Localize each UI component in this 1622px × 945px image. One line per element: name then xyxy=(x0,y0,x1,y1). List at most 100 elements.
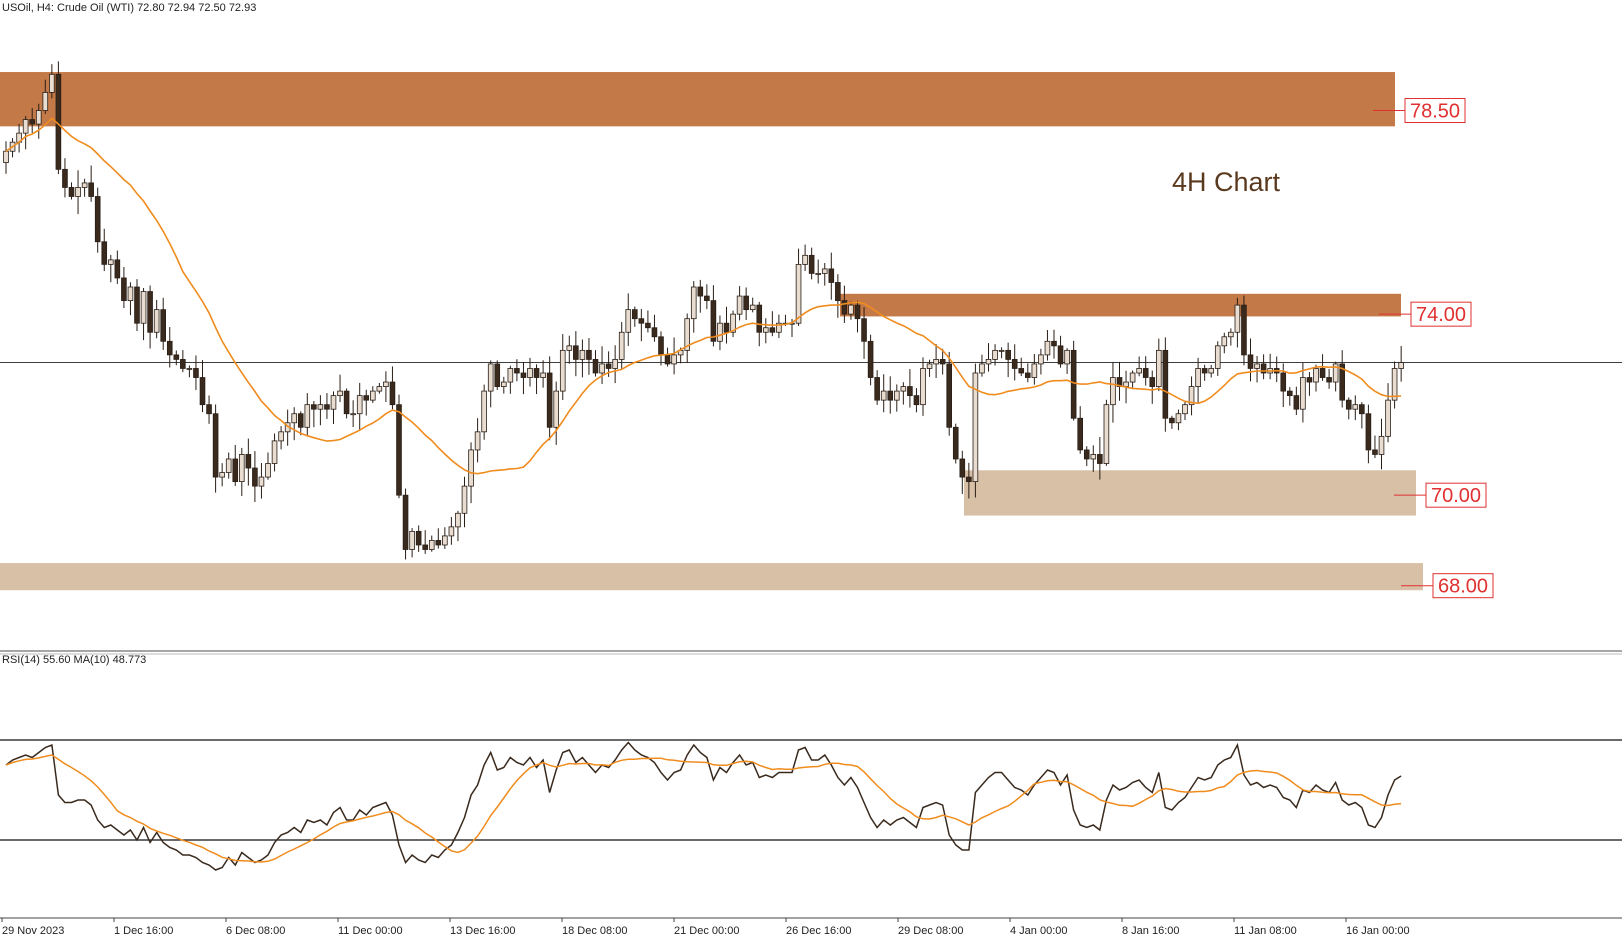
candle-bear xyxy=(887,390,894,401)
candle-bear xyxy=(68,187,75,197)
rsi-label: RSI(14) 55.60 MA(10) 48.773 xyxy=(2,654,146,666)
candle-bull xyxy=(776,322,782,333)
candle-bull xyxy=(795,263,802,324)
level-box-70-00 xyxy=(1425,482,1487,508)
chart-title: 4H Chart xyxy=(1172,167,1281,197)
candle-bull xyxy=(1064,349,1070,365)
candle-bull xyxy=(487,363,494,392)
candle-bull xyxy=(1208,368,1215,374)
candle-bear xyxy=(494,363,501,387)
candle-bear xyxy=(166,340,173,356)
candle-bull xyxy=(409,530,415,550)
candle-bear xyxy=(1293,395,1300,410)
candle-bear xyxy=(913,395,920,406)
candle-bear xyxy=(1326,377,1332,383)
x-tick-label: 21 Dec 00:00 xyxy=(674,925,739,937)
candle-bull xyxy=(736,295,743,315)
candle-bull xyxy=(35,110,42,125)
candle-bear xyxy=(1345,399,1352,410)
candle-bear xyxy=(1359,404,1365,415)
candle-bull xyxy=(1156,349,1162,387)
candle-bear xyxy=(435,540,442,546)
candle-bull xyxy=(42,92,49,111)
candle-bull xyxy=(442,535,448,546)
zone-70-00 xyxy=(964,470,1416,516)
candle-bear xyxy=(147,291,153,333)
candle-bear xyxy=(180,359,186,369)
candle-bear xyxy=(808,254,815,274)
candle-bull xyxy=(317,404,324,410)
candle-bear xyxy=(160,309,167,342)
candle-bull xyxy=(979,363,985,374)
candle-bull xyxy=(337,390,343,397)
candle-bear xyxy=(939,359,946,365)
candle-bear xyxy=(1018,368,1025,374)
candle-bull xyxy=(278,431,284,442)
candle-bull xyxy=(127,286,134,301)
candle-bear xyxy=(632,309,638,320)
candle-bear xyxy=(645,322,651,329)
candle-bear xyxy=(867,340,874,378)
level-box-74-00 xyxy=(1410,301,1472,327)
candle-bull xyxy=(219,472,225,478)
candle-bull xyxy=(304,404,311,428)
candle-bear xyxy=(1260,363,1267,374)
candle-bull xyxy=(468,449,474,487)
candle-bear xyxy=(946,363,952,428)
candle-bull xyxy=(1136,368,1142,374)
candle-bear xyxy=(1025,372,1031,378)
rsi-line xyxy=(5,741,1402,871)
candle-bull xyxy=(540,372,546,378)
candle-bear xyxy=(206,404,212,415)
candle-bull xyxy=(1221,336,1228,347)
candle-bear xyxy=(959,458,966,478)
candle-bear xyxy=(193,368,199,378)
candle-bull xyxy=(1188,386,1195,406)
candle-bull xyxy=(730,313,736,333)
candle-bull xyxy=(461,485,468,514)
candle-bear xyxy=(1149,377,1156,387)
candle-bull xyxy=(763,327,769,333)
x-tick-label: 4 Jan 00:00 xyxy=(1010,925,1068,937)
candle-bear xyxy=(638,318,645,324)
candle-bull xyxy=(880,390,887,401)
x-tick-label: 6 Dec 08:00 xyxy=(226,925,285,937)
candle-bull xyxy=(1044,340,1051,356)
candle-bear xyxy=(1116,377,1123,387)
candle-bear xyxy=(422,544,428,550)
candle-bear xyxy=(533,368,540,378)
candle-bull xyxy=(238,454,245,483)
candle-bull xyxy=(140,291,147,324)
x-tick-label: 18 Dec 08:00 xyxy=(562,925,627,937)
candle-bull xyxy=(448,526,455,537)
candle-bull xyxy=(1195,368,1201,387)
candle-bull xyxy=(376,386,383,392)
candle-bull xyxy=(1214,345,1221,369)
candle-bull xyxy=(972,372,979,483)
candle-bear xyxy=(546,372,553,428)
candle-bull xyxy=(271,440,278,464)
candle-bull xyxy=(821,268,828,274)
candle-bear xyxy=(514,368,520,374)
candle-bull xyxy=(992,349,998,360)
x-tick-label: 1 Dec 16:00 xyxy=(114,925,173,937)
candle-bear xyxy=(1287,390,1293,397)
level-label-68-00: 68.00 xyxy=(1438,576,1488,598)
candle-bear xyxy=(1306,377,1313,383)
candle-bear xyxy=(297,413,304,428)
candle-bull xyxy=(926,363,933,369)
candle-bull xyxy=(1175,413,1182,424)
candle-bull xyxy=(900,386,907,392)
candle-bull xyxy=(428,540,435,550)
candle-bull xyxy=(481,390,487,433)
candle-bull xyxy=(1031,363,1038,378)
level-label-74-00: 74.00 xyxy=(1416,304,1466,326)
candle-bull xyxy=(599,363,605,374)
candle-bear xyxy=(173,354,180,360)
candle-bull xyxy=(265,463,271,478)
candle-bull xyxy=(1332,363,1339,383)
candle-bear xyxy=(658,336,664,356)
candle-bull xyxy=(1110,377,1116,406)
candle-bear xyxy=(1319,368,1326,378)
